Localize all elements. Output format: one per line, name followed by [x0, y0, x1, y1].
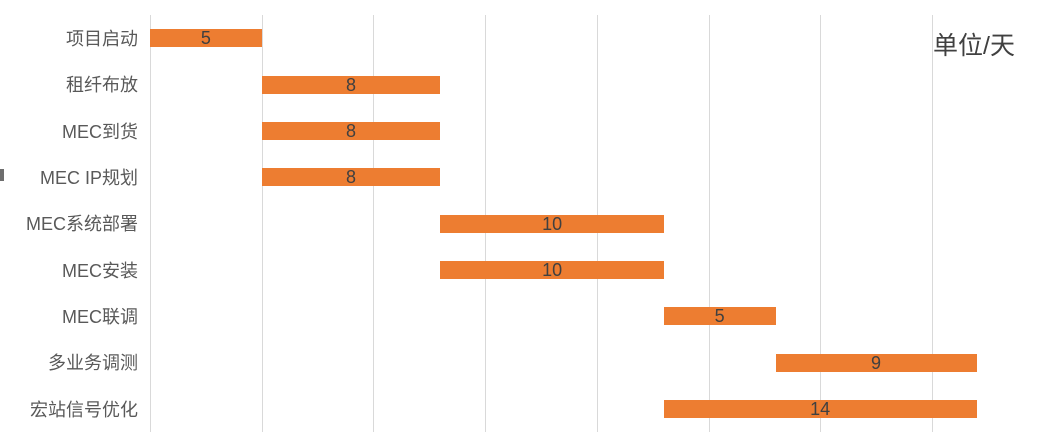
bar-value-label: 5	[200, 28, 211, 49]
bar-value-label: 9	[871, 352, 882, 373]
category-label: 宏站信号优化	[30, 399, 138, 420]
category-label: 项目启动	[66, 29, 138, 50]
gantt-bar: 10	[440, 213, 664, 234]
unit-annotation: 单位/天	[933, 32, 1015, 60]
bar-value-label: 8	[346, 167, 357, 188]
category-label: MEC IP规划	[39, 168, 138, 189]
bar-value-label: 14	[810, 398, 831, 419]
category-label: MEC系统部署	[26, 214, 138, 235]
category-label: MEC联调	[62, 307, 138, 328]
gridline-day-0	[150, 15, 151, 432]
category-label: 租纤布放	[66, 75, 138, 96]
gantt-bar: 14	[663, 398, 977, 419]
gantt-bar: 8	[261, 120, 441, 141]
cropped-edge-artifact	[0, 169, 4, 181]
gridline-day-30	[820, 15, 822, 432]
gantt-bar: 10	[440, 259, 664, 280]
category-label: MEC安装	[62, 260, 138, 281]
bar-value-label: 8	[346, 74, 357, 95]
gantt-bar: 5	[150, 28, 262, 49]
gantt-bar: 8	[261, 167, 441, 188]
gantt-bar: 5	[663, 306, 776, 327]
gantt-bar: 8	[261, 74, 441, 95]
category-label: MEC到货	[62, 121, 138, 142]
bar-value-label: 10	[542, 259, 563, 280]
gridline-day-10	[373, 15, 375, 432]
gantt-bar: 9	[775, 352, 977, 373]
gridline-day-25	[708, 15, 710, 432]
bar-value-label: 10	[542, 213, 563, 234]
bar-value-label: 8	[346, 120, 357, 141]
gridline-day-35	[931, 15, 933, 432]
gridline-day-5	[261, 15, 263, 432]
bar-value-label: 5	[714, 306, 725, 327]
category-label: 多业务调测	[48, 353, 138, 374]
